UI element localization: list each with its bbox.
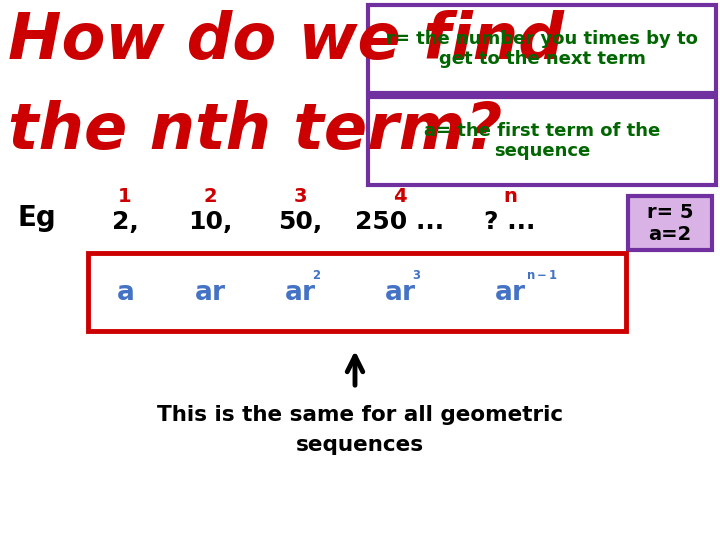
Text: 4: 4: [393, 186, 407, 206]
Text: 3: 3: [293, 186, 307, 206]
Text: This is the same for all geometric: This is the same for all geometric: [157, 405, 563, 425]
Text: 2,: 2,: [112, 210, 138, 234]
Text: 10,: 10,: [188, 210, 232, 234]
Text: $\mathbf{ar}$: $\mathbf{ar}$: [194, 280, 226, 306]
Text: sequences: sequences: [296, 435, 424, 455]
Text: $\mathbf{^{n-1}}$: $\mathbf{^{n-1}}$: [526, 271, 558, 289]
Text: a= the first term of the
sequence: a= the first term of the sequence: [424, 122, 660, 160]
Text: 2: 2: [203, 186, 217, 206]
Text: $\mathbf{^2}$: $\mathbf{^2}$: [312, 271, 321, 289]
Text: n: n: [503, 186, 517, 206]
Text: How do we find: How do we find: [8, 10, 564, 72]
Text: Eg: Eg: [18, 204, 57, 232]
Text: $\mathbf{ar}$: $\mathbf{ar}$: [494, 280, 526, 306]
Text: $\mathbf{ar}$: $\mathbf{ar}$: [284, 280, 316, 306]
Bar: [628, 196, 712, 250]
Text: $\mathbf{a}$: $\mathbf{a}$: [116, 280, 134, 306]
Text: 1: 1: [118, 186, 132, 206]
Text: $\mathbf{ar}$: $\mathbf{ar}$: [384, 280, 416, 306]
Bar: [368, 97, 716, 185]
Text: ? ...: ? ...: [485, 210, 536, 234]
Text: the nth term?: the nth term?: [8, 100, 503, 162]
Bar: [368, 5, 716, 93]
Text: r= the number you times by to
get to the next term: r= the number you times by to get to the…: [386, 30, 698, 69]
Text: 250 ...: 250 ...: [356, 210, 444, 234]
Text: $\mathbf{^3}$: $\mathbf{^3}$: [412, 271, 421, 289]
Bar: [88, 253, 626, 331]
Text: 50,: 50,: [278, 210, 322, 234]
Text: a=2: a=2: [649, 225, 692, 244]
Text: r= 5: r= 5: [647, 204, 693, 222]
